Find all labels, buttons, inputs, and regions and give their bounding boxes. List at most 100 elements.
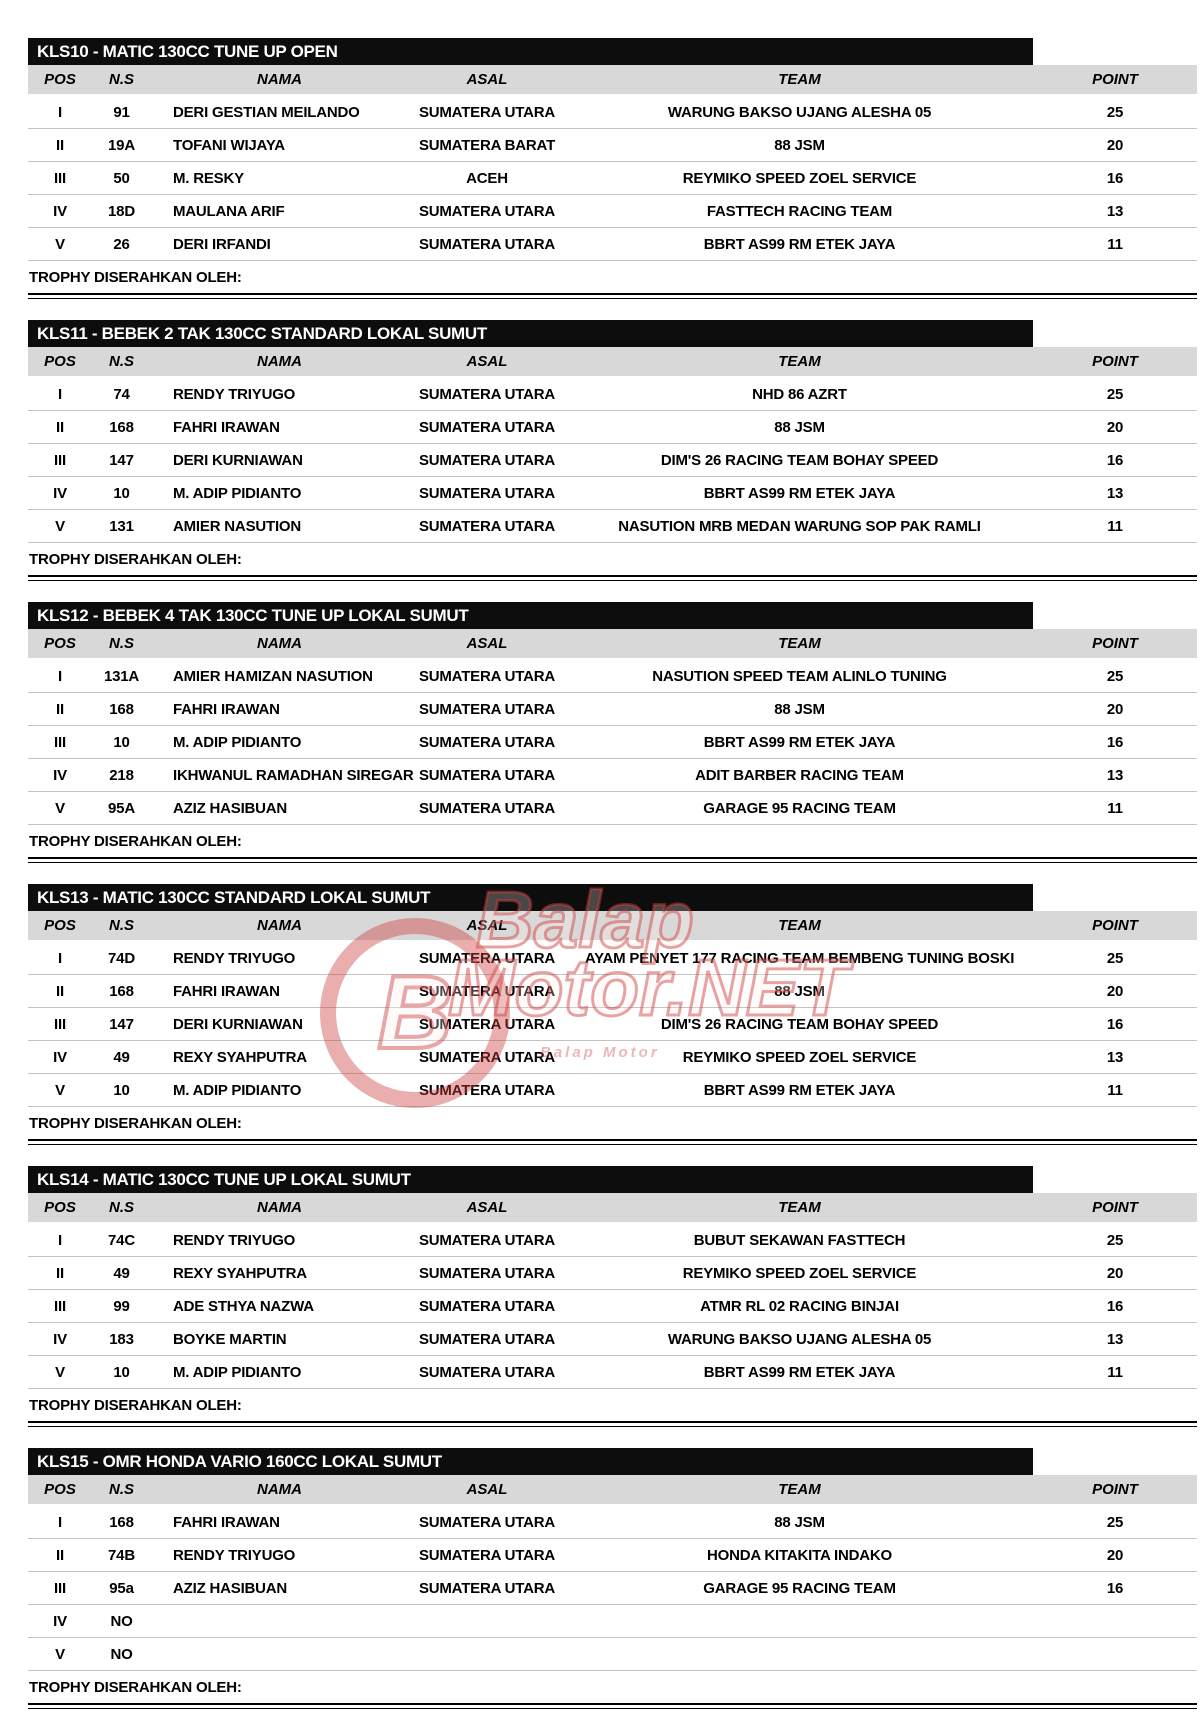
- team-cell: REYMIKO SPEED ZOEL SERVICE: [682, 1264, 917, 1282]
- point-cell: 11: [1107, 517, 1123, 535]
- table-header-row: POS N.S NAMA ASAL TEAM POINT: [28, 1193, 1197, 1222]
- team-cell: NASUTION SPEED TEAM ALINLO TUNING: [652, 667, 947, 685]
- asal-cell: SUMATERA UTARA: [418, 733, 556, 751]
- table-row: III 147 DERI KURNIAWAN SUMATERA UTARA DIM'S …: [28, 444, 1197, 477]
- trophy-presenter-label: TROPHY DISERAHKAN OLEH:: [29, 1679, 242, 1696]
- table-header-row: POS N.S NAMA ASAL TEAM POINT: [28, 1475, 1197, 1504]
- asal-cell: SUMATERA UTARA: [418, 1579, 556, 1597]
- team-cell: BBRT AS99 RM ETEK JAYA: [703, 1363, 896, 1381]
- column-header-nama: NAMA: [257, 635, 302, 652]
- nama-cell: REXY SYAHPUTRA: [173, 1264, 307, 1282]
- nama-cell: FAHRI IRAWAN: [173, 418, 280, 436]
- ns-cell: 168: [109, 982, 134, 1000]
- table-header-row: POS N.S NAMA ASAL TEAM POINT: [28, 65, 1197, 94]
- team-cell: BBRT AS99 RM ETEK JAYA: [703, 1081, 896, 1099]
- nama-cell: FAHRI IRAWAN: [173, 982, 280, 1000]
- table-row: IV NO: [28, 1605, 1197, 1638]
- table-row: II 168 FAHRI IRAWAN SUMATERA UTARA 88 JSM 20: [28, 411, 1197, 444]
- ns-cell: 99: [113, 1297, 130, 1315]
- ns-cell: 95A: [108, 799, 135, 817]
- asal-cell: ACEH: [466, 169, 508, 187]
- ns-cell: 131: [109, 517, 134, 535]
- team-cell: WARUNG BAKSO UJANG ALESHA 05: [667, 103, 932, 121]
- ns-cell: 168: [109, 1513, 134, 1531]
- point-cell: 16: [1106, 1579, 1124, 1597]
- column-header-point: POINT: [1092, 353, 1138, 370]
- nama-cell: M. ADIP PIDIANTO: [173, 1081, 302, 1099]
- column-header-pos: POS: [44, 917, 76, 934]
- asal-cell: SUMATERA UTARA: [418, 766, 556, 784]
- team-cell: 88 JSM: [774, 982, 825, 1000]
- pos-cell: IV: [53, 202, 67, 220]
- point-cell: 13: [1106, 202, 1124, 220]
- pos-cell: IV: [53, 1612, 67, 1630]
- pos-cell: II: [56, 982, 64, 1000]
- column-header-asal: ASAL: [466, 917, 508, 934]
- column-header-ns: N.S: [108, 917, 134, 934]
- team-cell: GARAGE 95 RACING TEAM: [703, 1579, 896, 1597]
- team-cell: REYMIKO SPEED ZOEL SERVICE: [682, 1048, 917, 1066]
- asal-cell: SUMATERA UTARA: [418, 484, 556, 502]
- team-cell: AYAM PENYET 177 RACING TEAM BEMBENG TUNI…: [584, 949, 1015, 967]
- ns-cell: 49: [113, 1048, 130, 1066]
- pos-cell: V: [55, 799, 65, 817]
- asal-cell: SUMATERA UTARA: [418, 451, 556, 469]
- team-cell: ADIT BARBER RACING TEAM: [695, 766, 904, 784]
- team-cell: 88 JSM: [774, 136, 825, 154]
- table-row: I 74D RENDY TRIYUGO SUMATERA UTARA AYAM PENY…: [28, 942, 1197, 975]
- table-row: II 168 FAHRI IRAWAN SUMATERA UTARA 88 JSM 20: [28, 693, 1197, 726]
- table-row: II 168 FAHRI IRAWAN SUMATERA UTARA 88 JSM 20: [28, 975, 1197, 1008]
- ns-cell: 49: [113, 1264, 130, 1282]
- pos-cell: V: [55, 235, 65, 253]
- asal-cell: SUMATERA UTARA: [418, 667, 556, 685]
- point-cell: 20: [1106, 700, 1124, 718]
- point-cell: 11: [1107, 235, 1123, 253]
- nama-cell: ADE STHYA NAZWA: [173, 1297, 314, 1315]
- asal-cell: SUMATERA UTARA: [418, 1264, 556, 1282]
- column-header-point: POINT: [1092, 71, 1138, 88]
- column-header-pos: POS: [44, 1481, 76, 1498]
- table-row: III 10 M. ADIP PIDIANTO SUMATERA UTARA BBRT …: [28, 726, 1197, 759]
- asal-cell: SUMATERA UTARA: [418, 949, 556, 967]
- section-divider-rule: [28, 293, 1197, 299]
- table-row: IV 18D MAULANA ARIF SUMATERA UTARA FASTTECH …: [28, 195, 1197, 228]
- nama-cell: DERI KURNIAWAN: [173, 451, 303, 469]
- team-cell: HONDA KITAKITA INDAKO: [707, 1546, 892, 1564]
- ns-cell: 95a: [109, 1579, 134, 1597]
- column-header-team: TEAM: [778, 917, 821, 934]
- table-row: II 49 REXY SYAHPUTRA SUMATERA UTARA REYMIKO …: [28, 1257, 1197, 1290]
- pos-cell: II: [56, 1264, 64, 1282]
- team-cell: BBRT AS99 RM ETEK JAYA: [703, 733, 896, 751]
- column-header-point: POINT: [1092, 917, 1138, 934]
- team-cell: DIM'S 26 RACING TEAM BOHAY SPEED: [660, 451, 939, 469]
- pos-cell: III: [54, 733, 66, 751]
- team-cell: 88 JSM: [774, 1513, 825, 1531]
- pos-cell: I: [58, 1513, 62, 1531]
- pos-cell: II: [56, 136, 64, 154]
- section-divider-rule: [28, 1421, 1197, 1427]
- team-cell: GARAGE 95 RACING TEAM: [703, 799, 896, 817]
- pos-cell: III: [54, 1579, 66, 1597]
- nama-cell: FAHRI IRAWAN: [173, 1513, 280, 1531]
- point-cell: 16: [1106, 1015, 1124, 1033]
- ns-cell: 74D: [108, 949, 135, 967]
- pos-cell: V: [55, 517, 65, 535]
- ns-cell: 50: [113, 169, 130, 187]
- pos-cell: I: [58, 103, 62, 121]
- point-cell: 16: [1106, 169, 1124, 187]
- table-row: II 19A TOFANI WIJAYA SUMATERA BARAT 88 JSM 20: [28, 129, 1197, 162]
- table-row: III 147 DERI KURNIAWAN SUMATERA UTARA DIM'S …: [28, 1008, 1197, 1041]
- asal-cell: SUMATERA UTARA: [418, 1048, 556, 1066]
- point-cell: 13: [1106, 766, 1124, 784]
- section-divider-rule: [28, 1139, 1197, 1145]
- team-cell: FASTTECH RACING TEAM: [706, 202, 893, 220]
- section-divider-rule: [28, 857, 1197, 863]
- asal-cell: SUMATERA UTARA: [418, 1363, 556, 1381]
- ns-cell: 18D: [108, 202, 135, 220]
- nama-cell: IKHWANUL RAMADHAN SIREGAR: [173, 766, 414, 784]
- column-header-team: TEAM: [778, 635, 821, 652]
- section-title-bar: KLS12 - BEBEK 4 TAK 130CC TUNE UP LOKAL …: [28, 602, 1033, 629]
- point-cell: 25: [1106, 103, 1124, 121]
- ns-cell: 74: [113, 385, 130, 403]
- team-cell: REYMIKO SPEED ZOEL SERVICE: [682, 169, 917, 187]
